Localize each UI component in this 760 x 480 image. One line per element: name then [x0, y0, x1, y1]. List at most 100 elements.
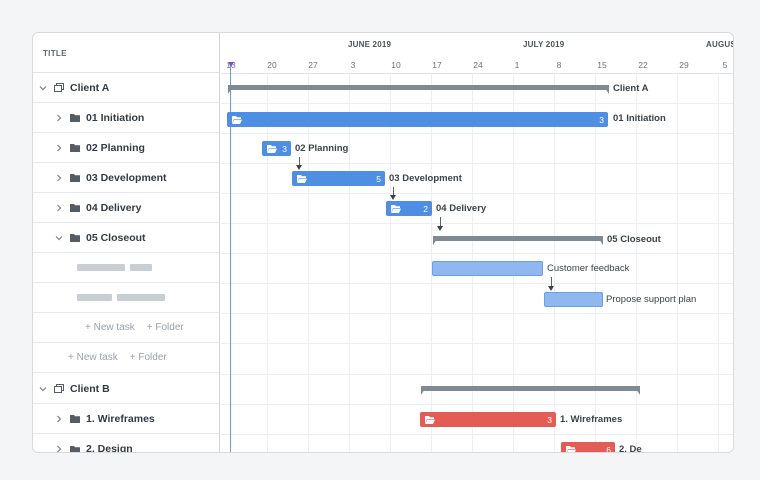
timeline: JUNE 2019 JULY 2019 AUGUS 13 20 27 3 10 … — [221, 33, 733, 452]
task-bar-03-development[interactable]: 5 — [292, 171, 385, 186]
tree-row-placeholder[interactable] — [33, 283, 219, 313]
folder-open-icon — [297, 175, 307, 183]
month-label: AUGUS — [706, 40, 734, 49]
summary-bar-client-a[interactable] — [228, 85, 609, 94]
tree-row-label: Client A — [70, 81, 110, 94]
chevron-right-icon[interactable] — [55, 174, 63, 182]
tree-row-label: 01 Initiation — [86, 111, 145, 124]
grid-line — [595, 73, 596, 452]
day-label: 1 — [514, 60, 520, 70]
row-line — [221, 434, 733, 435]
new-folder-button[interactable]: + Folder — [146, 322, 184, 333]
new-folder-button[interactable]: + Folder — [129, 352, 167, 363]
tree-row-placeholder[interactable] — [33, 253, 219, 283]
bar-label: Client A — [613, 83, 649, 94]
task-bar-customer-feedback[interactable] — [432, 261, 543, 276]
folder-open-icon — [425, 416, 435, 424]
dependency-arrow — [437, 217, 443, 231]
day-label: 20 — [267, 60, 277, 70]
tree-row-03-development[interactable]: 03 Development — [33, 163, 219, 193]
summary-bar-05-closeout[interactable] — [433, 236, 603, 245]
folder-open-icon — [232, 116, 242, 124]
day-label: 27 — [308, 60, 318, 70]
day-label: 24 — [473, 60, 483, 70]
tree-row-label: 04 Delivery — [86, 201, 142, 214]
bar-label: 2. De — [619, 444, 642, 453]
tree-row-label: 1. Wireframes — [86, 412, 155, 425]
add-row-closeout: + New task + Folder — [33, 313, 219, 343]
placeholder-text — [77, 294, 112, 301]
folder-icon — [70, 143, 80, 152]
task-count: 3 — [282, 143, 287, 154]
dependency-arrow — [296, 157, 302, 170]
task-bar-2-design[interactable]: 6 — [561, 442, 615, 452]
chevron-right-icon[interactable] — [55, 144, 63, 152]
dependency-arrow — [548, 277, 554, 291]
task-grid: TITLE Client A 01 Initiation 02 Planning… — [33, 33, 220, 452]
task-bar-02-planning[interactable]: 3 — [262, 141, 291, 156]
grid-line — [636, 73, 637, 452]
chevron-right-icon[interactable] — [55, 204, 63, 212]
row-line — [221, 163, 733, 164]
folder-open-icon — [566, 446, 576, 452]
tree-row-client-a[interactable]: Client A — [33, 73, 219, 103]
month-label: JULY 2019 — [523, 40, 565, 49]
folder-icon — [70, 414, 80, 423]
day-label: 15 — [597, 60, 607, 70]
new-task-button[interactable]: + New task — [68, 352, 118, 363]
tree-row-05-closeout[interactable]: 05 Closeout — [33, 223, 219, 253]
bar-label: Customer feedback — [547, 263, 630, 274]
chevron-right-icon[interactable] — [55, 415, 63, 423]
dependency-arrow — [390, 187, 396, 200]
row-line — [221, 313, 733, 314]
row-line — [221, 133, 733, 134]
placeholder-text — [130, 264, 152, 271]
row-line — [221, 404, 733, 405]
new-task-button[interactable]: + New task — [85, 322, 135, 333]
row-line — [221, 253, 733, 254]
bar-label: 1. Wireframes — [560, 414, 623, 425]
tree-row-label: 05 Closeout — [86, 231, 146, 244]
tree-row-label: 02 Planning — [86, 141, 145, 154]
add-row-client-a: + New task + Folder — [33, 343, 219, 373]
tree-row-1-wireframes[interactable]: 1. Wireframes — [33, 404, 219, 434]
project-icon — [54, 83, 64, 92]
grid-line — [390, 73, 391, 452]
task-bar-04-delivery[interactable]: 2 — [386, 201, 432, 216]
gantt-frame: TITLE Client A 01 Initiation 02 Planning… — [32, 32, 734, 453]
folder-icon — [70, 445, 80, 452]
tree-row-2-design[interactable]: 2. Design — [33, 434, 219, 453]
title-column-header[interactable]: TITLE — [33, 33, 219, 73]
day-label: 8 — [556, 60, 562, 70]
task-bar-01-initiation[interactable]: 3 — [227, 112, 608, 127]
day-label: 5 — [722, 60, 728, 70]
row-line — [221, 103, 733, 104]
tree-row-client-b[interactable]: Client B — [33, 374, 219, 404]
folder-open-icon — [267, 145, 277, 153]
chevron-right-icon[interactable] — [55, 114, 63, 122]
summary-bar-client-b[interactable] — [421, 386, 640, 395]
placeholder-text — [117, 294, 165, 301]
task-bar-1-wireframes[interactable]: 3 — [420, 412, 556, 427]
grid-line — [349, 73, 350, 452]
task-count: 5 — [376, 173, 381, 184]
chevron-down-icon[interactable] — [39, 385, 47, 393]
task-count: 2 — [423, 203, 428, 214]
row-line — [221, 223, 733, 224]
tree-row-02-planning[interactable]: 02 Planning — [33, 133, 219, 163]
task-count: 3 — [599, 114, 604, 125]
tree-row-label: 2. Design — [86, 443, 133, 453]
task-bar-propose-support-plan[interactable] — [544, 292, 603, 307]
tree-row-01-initiation[interactable]: 01 Initiation — [33, 103, 219, 133]
chevron-down-icon[interactable] — [55, 234, 63, 242]
day-label: 17 — [432, 60, 442, 70]
chevron-down-icon[interactable] — [39, 84, 47, 92]
task-count: 3 — [547, 414, 552, 425]
grid-line — [677, 73, 678, 452]
header-divider — [221, 73, 733, 74]
chevron-right-icon[interactable] — [55, 445, 63, 452]
day-label: 29 — [679, 60, 689, 70]
tree-row-04-delivery[interactable]: 04 Delivery — [33, 193, 219, 223]
row-line — [221, 374, 733, 375]
folder-icon — [70, 233, 80, 242]
